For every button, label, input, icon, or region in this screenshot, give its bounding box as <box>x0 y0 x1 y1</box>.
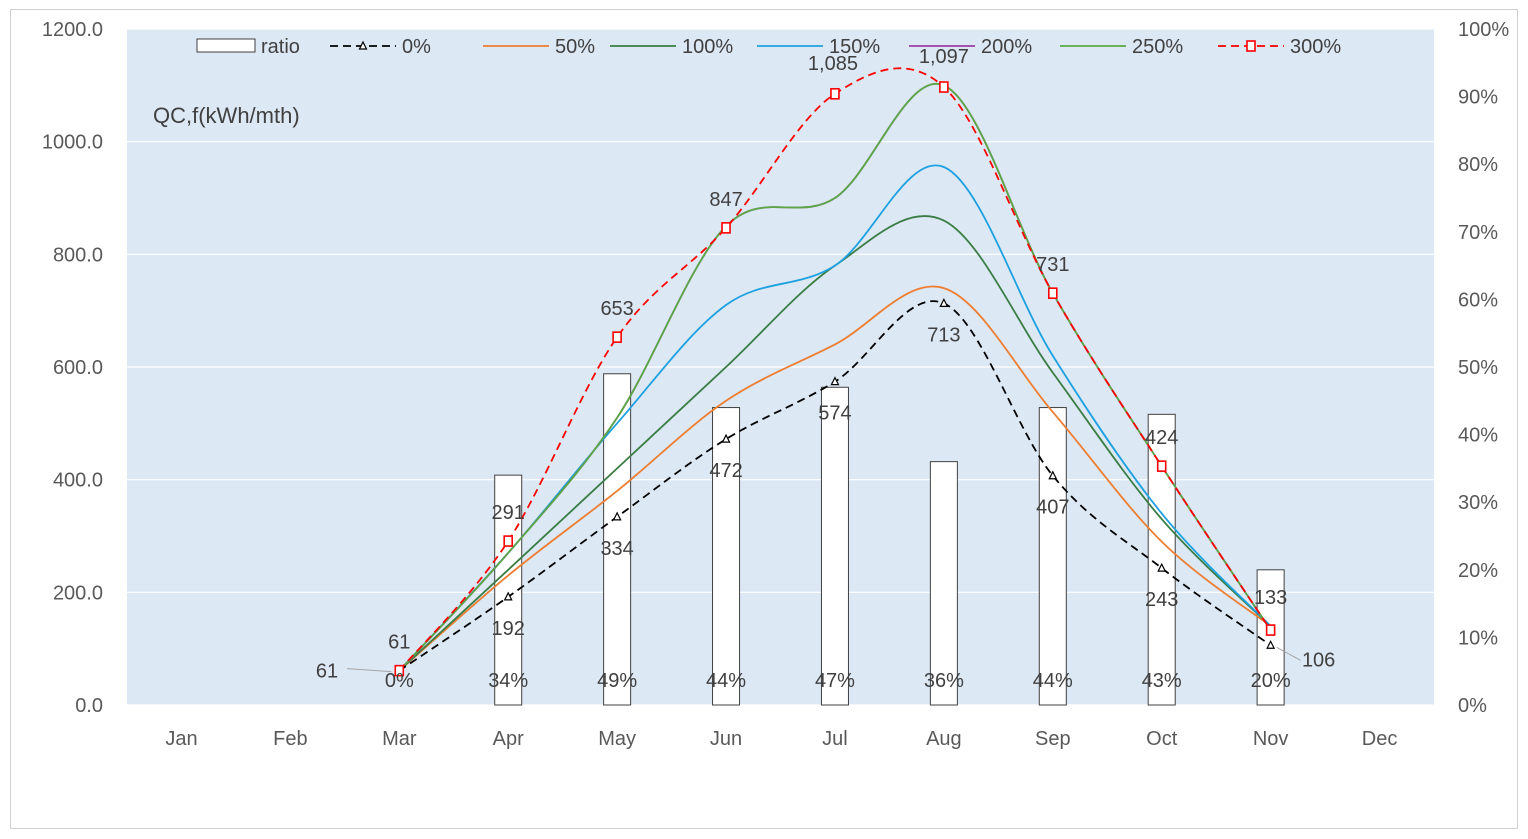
marker-0pct <box>612 511 622 521</box>
bar-ratio <box>603 373 632 706</box>
series-line-50pct <box>398 285 1272 672</box>
marker-300pct <box>1265 624 1276 636</box>
x-tick-label: Aug <box>926 728 962 750</box>
legend-label-200pct: 200% <box>981 36 1032 58</box>
y-left-tick-label: 1200.0 <box>42 19 103 41</box>
y-right-tick-label: 10% <box>1458 627 1498 649</box>
marker-300pct <box>1047 287 1058 300</box>
y-left-tick-label: 1000.0 <box>42 132 103 154</box>
marker-300pct <box>394 664 405 677</box>
bar-ratio <box>494 474 523 706</box>
leader-line <box>346 668 392 673</box>
legend-label-250pct: 250% <box>1132 36 1183 58</box>
x-tick-label: Feb <box>273 728 307 750</box>
data-label-0pct: 407 <box>1036 497 1069 519</box>
x-tick-label: May <box>598 728 636 750</box>
y-right-tick-label: 20% <box>1458 560 1498 582</box>
bar-ratio <box>929 461 958 706</box>
bar-ratio <box>1256 569 1285 706</box>
marker-0pct <box>721 433 731 443</box>
legend-label-50pct: 50% <box>555 36 595 58</box>
y-right-tick-label: 70% <box>1458 222 1498 244</box>
data-label-0pct: 574 <box>818 403 851 425</box>
y-right-tick-label: 60% <box>1458 289 1498 311</box>
y-left-tick-label: 200.0 <box>53 582 103 604</box>
marker-300pct <box>939 81 949 93</box>
marker-300pct <box>503 535 514 547</box>
marker-0pct <box>939 298 949 307</box>
data-label-300pct: 731 <box>1036 254 1069 276</box>
data-label-0pct: 713 <box>927 324 960 346</box>
legend-label-0pct: 0% <box>402 36 431 58</box>
x-tick-label: Nov <box>1253 728 1289 750</box>
data-label-300pct: 61 <box>388 632 410 654</box>
y-right-tick-label: 40% <box>1458 425 1498 447</box>
y-left-tick-label: 400.0 <box>53 470 103 492</box>
data-label-ratio: 47% <box>815 670 855 692</box>
y-left-tick-label: 0.0 <box>75 695 103 717</box>
chart-title: QC,f(kWh/mth) <box>153 103 300 128</box>
data-label-ratio: 34% <box>488 670 528 692</box>
marker-0pct <box>1048 470 1058 480</box>
data-label-300pct: 133 <box>1254 587 1287 609</box>
y-right-tick-label: 80% <box>1458 154 1498 176</box>
data-label-0pct: 61 <box>316 661 338 683</box>
marker-300pct <box>612 331 622 343</box>
y-left-tick-label: 600.0 <box>53 357 103 379</box>
data-label-300pct: 653 <box>600 298 633 320</box>
data-label-0pct: 192 <box>492 618 525 640</box>
y-right-tick-label: 50% <box>1458 357 1498 379</box>
marker-0pct <box>503 591 513 601</box>
x-tick-label: Jul <box>822 728 848 750</box>
data-label-ratio: 44% <box>706 670 746 692</box>
legend-label-ratio: ratio <box>261 36 300 58</box>
data-label-ratio: 43% <box>1142 670 1182 692</box>
x-tick-label: Dec <box>1362 728 1398 750</box>
data-label-300pct: 1,097 <box>919 46 969 68</box>
leader-line <box>1276 646 1301 661</box>
x-tick-label: Jan <box>165 728 197 750</box>
marker-300pct <box>830 87 840 100</box>
data-label-ratio: 36% <box>924 670 964 692</box>
y-right-tick-label: 90% <box>1458 87 1498 109</box>
series-line-0pct <box>398 300 1272 672</box>
marker-300pct <box>1156 460 1167 472</box>
data-label-300pct: 424 <box>1145 427 1178 449</box>
data-label-ratio: 20% <box>1251 670 1291 692</box>
x-tick-label: Jun <box>710 728 742 750</box>
marker-0pct <box>1266 639 1276 649</box>
data-label-0pct: 106 <box>1302 649 1335 671</box>
legend-label-100pct: 100% <box>682 36 733 58</box>
y-right-tick-label: 0% <box>1458 695 1487 717</box>
bar-ratio <box>1038 407 1067 706</box>
data-label-0pct: 472 <box>709 460 742 482</box>
bar-ratio <box>820 386 849 706</box>
y-right-tick-label: 100% <box>1458 19 1509 41</box>
marker-0pct <box>1157 562 1167 572</box>
data-label-0pct: 334 <box>600 538 633 560</box>
y-left-tick-label: 800.0 <box>53 244 103 266</box>
x-tick-label: Oct <box>1146 728 1178 750</box>
legend-marker-300pct <box>1246 40 1256 52</box>
x-tick-label: Mar <box>382 728 417 750</box>
data-label-0pct: 243 <box>1145 589 1178 611</box>
data-label-300pct: 847 <box>709 189 742 211</box>
legend-swatch-ratio <box>196 38 256 53</box>
marker-0pct <box>830 376 840 386</box>
data-label-300pct: 1,085 <box>808 53 858 75</box>
y-right-tick-label: 30% <box>1458 492 1498 514</box>
marker-300pct <box>721 222 731 234</box>
data-label-ratio: 44% <box>1033 670 1073 692</box>
data-label-ratio: 49% <box>597 670 637 692</box>
bar-ratio <box>1147 413 1176 706</box>
data-label-ratio: 0% <box>385 670 414 692</box>
legend-label-300pct: 300% <box>1290 36 1341 58</box>
data-label-300pct: 291 <box>492 502 525 524</box>
bar-ratio <box>712 407 741 706</box>
x-tick-label: Apr <box>493 728 524 750</box>
legend-marker-0pct <box>358 40 368 50</box>
legend-label-150pct: 150% <box>829 36 880 58</box>
x-tick-label: Sep <box>1035 728 1071 750</box>
